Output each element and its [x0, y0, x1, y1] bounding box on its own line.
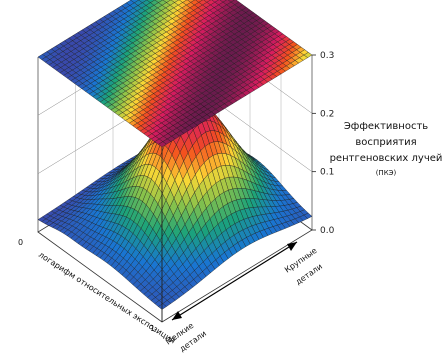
z-title-line-3: рентгеновских лучей [330, 153, 443, 164]
x-tick-end: 1 [150, 324, 155, 333]
z-tick-label: 0.1 [320, 168, 334, 178]
z-title-line-2: восприятия [355, 137, 416, 148]
upper-surface-cell [158, 141, 167, 148]
y-axis-arrow [171, 241, 298, 321]
x-tick-start: 0 [18, 238, 23, 247]
z-axis-ticks: 0.0 0.1 0.2 0.3 [312, 51, 335, 236]
z-tick-label: 0.0 [320, 226, 335, 236]
z-tick-label: 0.3 [320, 51, 334, 61]
upper-surface [37, 0, 313, 148]
z-unit: (ПКЭ) [376, 169, 397, 177]
z-tick-label: 0.2 [320, 109, 334, 119]
z-title-line-1: Эффективность [344, 121, 428, 132]
